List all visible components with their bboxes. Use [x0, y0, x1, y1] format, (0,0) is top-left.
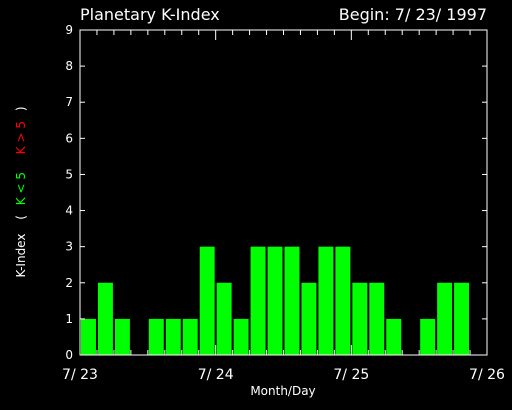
x-axis-label: Month/Day: [250, 384, 315, 398]
y-tick-label-0: 0: [65, 348, 73, 362]
bar-20: [420, 318, 436, 355]
y-tick-label-5: 5: [65, 167, 73, 181]
y-label-low: K < 5: [14, 172, 28, 205]
x-tick-label-24: 7/ 26: [469, 367, 505, 383]
y-label-main: K-Index: [14, 234, 28, 278]
chart-title: Planetary K-Index: [80, 5, 220, 24]
bar-8: [216, 282, 232, 355]
bar-15: [335, 246, 351, 355]
bar-14: [318, 246, 334, 355]
x-axis: 7/ 23 7/ 24 7/ 25 7/ 26: [62, 30, 505, 383]
y-tick-label-2: 2: [65, 276, 73, 290]
y-tick-label-9: 9: [65, 23, 73, 37]
plot-frame: [79, 29, 488, 356]
bar-17: [369, 282, 385, 355]
y-tick-label-3: 3: [65, 240, 73, 254]
bar-5: [165, 318, 181, 355]
y-tick-label-7: 7: [65, 95, 73, 109]
bar-7: [199, 246, 215, 355]
y-tick-label-1: 1: [65, 312, 73, 326]
y-label-close-paren: ): [14, 106, 28, 111]
y-label-open-paren: (: [14, 215, 28, 220]
bar-18: [386, 318, 402, 355]
y-axis-label-text: K-Index ( K < 5 K > 5 ): [14, 106, 28, 277]
x-tick-label-8: 7/ 24: [198, 367, 234, 383]
x-tick-label-0: 7/ 23: [62, 367, 98, 383]
bar-10: [250, 246, 266, 355]
y-tick-label-8: 8: [65, 59, 73, 73]
bar-13: [301, 282, 317, 355]
x-tick-label-16: 7/ 25: [333, 367, 369, 383]
bar-4: [148, 318, 164, 355]
bar-6: [182, 318, 198, 355]
begin-date-label: Begin: 7/ 23/ 1997: [339, 5, 487, 24]
bar-0: [81, 318, 96, 355]
bar-11: [267, 246, 283, 355]
bar-22: [454, 282, 470, 355]
bar-2: [114, 318, 130, 355]
y-tick-label-4: 4: [65, 204, 73, 218]
bar-12: [284, 246, 300, 355]
bars-group: [81, 246, 470, 355]
y-tick-label-6: 6: [65, 131, 73, 145]
bar-1: [97, 282, 113, 355]
y-label-high: K > 5: [14, 121, 28, 154]
bar-9: [233, 318, 249, 355]
y-axis-label: K-Index ( K < 5 K > 5 ): [14, 106, 28, 277]
bar-21: [437, 282, 453, 355]
bar-16: [352, 282, 368, 355]
